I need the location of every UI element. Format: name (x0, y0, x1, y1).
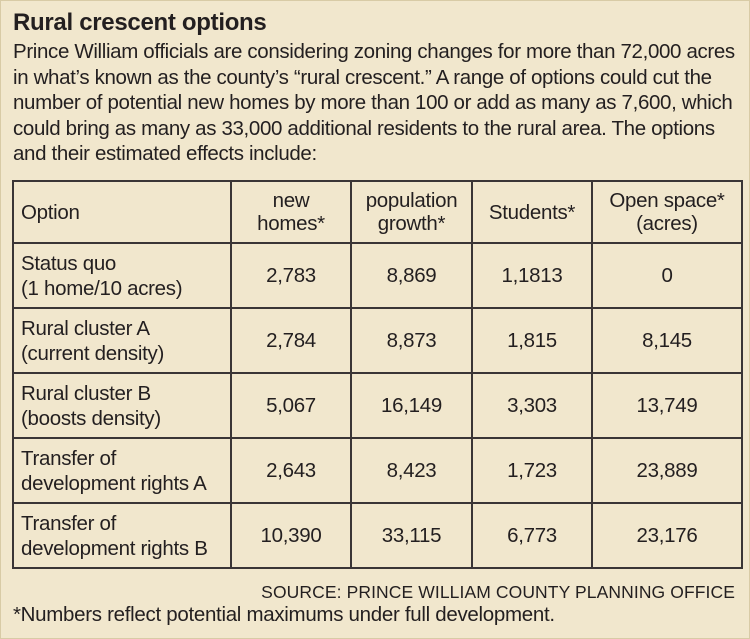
header-new-homes-line1: new (272, 189, 310, 212)
graphic-title: Rural crescent options (13, 9, 267, 36)
row-option: Rural cluster A (current density) (12, 307, 232, 374)
cell-students: 1,815 (471, 307, 593, 374)
table-header-row: Option new homes* population growth* Stu… (12, 180, 743, 244)
header-population-growth: population growth* (350, 180, 473, 244)
header-new-homes-line2: homes* (257, 212, 325, 235)
cell-open-space: 23,889 (591, 437, 743, 504)
table-row: Transfer of development rights B 10,390 … (12, 502, 743, 569)
option-detail: development rights A (21, 471, 207, 495)
cell-new-homes: 2,784 (230, 307, 352, 374)
table-row: Transfer of development rights A 2,643 8… (12, 437, 743, 504)
header-option: Option (12, 180, 232, 244)
row-option: Rural cluster B (boosts density) (12, 372, 232, 439)
cell-population-growth: 8,423 (350, 437, 473, 504)
intro-text: Prince William officials are considering… (13, 40, 735, 165)
cell-open-space: 8,145 (591, 307, 743, 374)
table-row: Rural cluster A (current density) 2,784 … (12, 307, 743, 374)
cell-students: 6,773 (471, 502, 593, 569)
cell-students: 1,723 (471, 437, 593, 504)
option-name: Transfer of (21, 511, 117, 535)
cell-students: 3,303 (471, 372, 593, 439)
table-row: Rural cluster B (boosts density) 5,067 1… (12, 372, 743, 439)
options-table: Option new homes* population growth* Stu… (12, 180, 743, 569)
cell-population-growth: 8,869 (350, 242, 473, 309)
option-name: Rural cluster A (21, 316, 150, 340)
header-population-growth-line2: growth* (377, 212, 446, 235)
cell-new-homes: 5,067 (230, 372, 352, 439)
row-option: Status quo (1 home/10 acres) (12, 242, 232, 309)
cell-students: 1,1813 (471, 242, 593, 309)
footnote: *Numbers reflect potential maximums unde… (13, 603, 555, 626)
cell-population-growth: 16,149 (350, 372, 473, 439)
header-open-space: Open space* (acres) (591, 180, 743, 244)
table-row: Status quo (1 home/10 acres) 2,783 8,869… (12, 242, 743, 309)
cell-open-space: 13,749 (591, 372, 743, 439)
option-name: Rural cluster B (21, 381, 151, 405)
cell-new-homes: 2,783 (230, 242, 352, 309)
option-name: Status quo (21, 251, 117, 275)
cell-population-growth: 8,873 (350, 307, 473, 374)
option-name: Transfer of (21, 446, 117, 470)
option-detail: development rights B (21, 536, 208, 560)
source-credit: SOURCE: PRINCE WILLIAM COUNTY PLANNING O… (261, 582, 735, 602)
option-detail: (current density) (21, 341, 165, 365)
header-students: Students* (471, 180, 593, 244)
cell-new-homes: 10,390 (230, 502, 352, 569)
cell-new-homes: 2,643 (230, 437, 352, 504)
header-population-growth-line1: population (365, 189, 458, 212)
cell-open-space: 0 (591, 242, 743, 309)
header-new-homes: new homes* (230, 180, 352, 244)
row-option: Transfer of development rights A (12, 437, 232, 504)
header-open-space-line2: (acres) (636, 212, 698, 235)
row-option: Transfer of development rights B (12, 502, 232, 569)
option-detail: (boosts density) (21, 406, 161, 430)
header-open-space-line1: Open space* (609, 189, 725, 212)
cell-population-growth: 33,115 (350, 502, 473, 569)
option-detail: (1 home/10 acres) (21, 276, 183, 300)
cell-open-space: 23,176 (591, 502, 743, 569)
